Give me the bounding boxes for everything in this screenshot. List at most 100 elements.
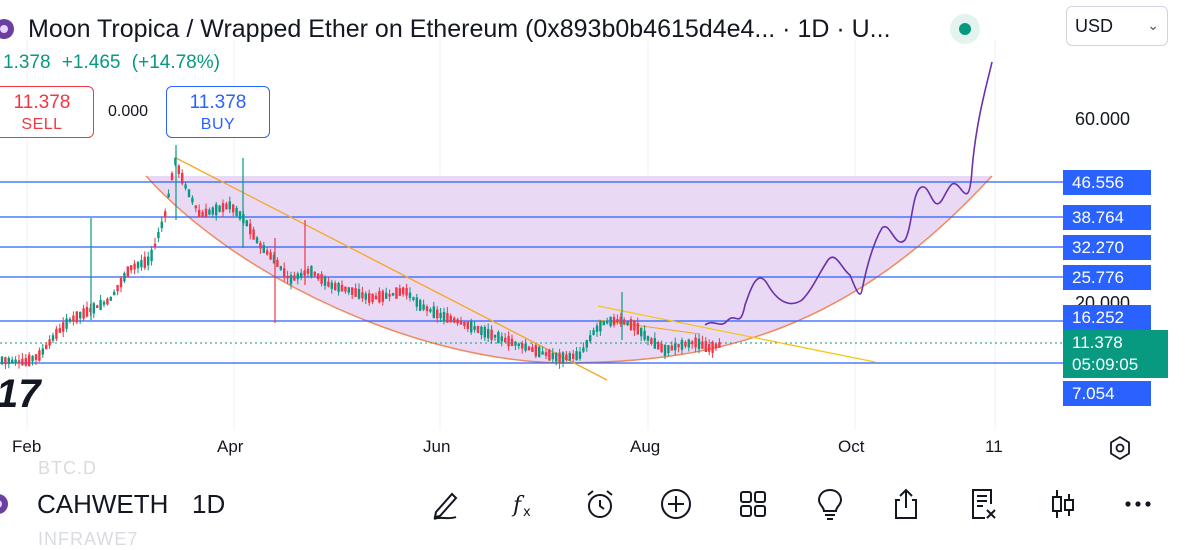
candle-body — [45, 344, 48, 350]
candle-body — [490, 329, 493, 341]
currency-value: USD — [1075, 15, 1114, 36]
candle-body — [143, 256, 146, 268]
candle-body — [28, 354, 31, 366]
layouts-icon[interactable] — [733, 484, 773, 524]
candle-body — [456, 319, 459, 324]
notes-icon[interactable] — [963, 484, 1003, 524]
candle-body — [585, 340, 588, 348]
candle-body — [463, 322, 466, 326]
ghost-symbol-above: BTC.D — [38, 458, 97, 478]
buy-label: BUY — [200, 116, 236, 133]
level-label-1[interactable]: 46.556 — [1063, 170, 1151, 195]
time-label-oct: Oct — [838, 437, 865, 456]
bar-countdown: 05:09:05 — [1072, 355, 1139, 374]
candle-body — [667, 345, 670, 354]
candle-body — [48, 339, 51, 346]
current-price: 11.378 — [1072, 333, 1123, 352]
candle-body — [337, 283, 340, 292]
candle-body — [51, 335, 55, 341]
candle-body — [500, 336, 503, 342]
sell-button[interactable]: 11.378 SELL — [0, 86, 94, 138]
candle-body — [616, 319, 619, 323]
candle-body — [419, 300, 422, 311]
candle-body — [592, 330, 595, 335]
candle-body — [38, 350, 41, 361]
candle-body — [408, 292, 412, 298]
candle-body — [623, 319, 626, 325]
candle-body — [82, 308, 85, 319]
candle-body — [677, 344, 680, 348]
candle-body — [391, 292, 395, 296]
candle-body — [201, 212, 204, 217]
candle-body — [487, 328, 490, 339]
symbol-button[interactable]: CAHWETH — [37, 489, 169, 519]
level-label-5[interactable]: 16.252 — [1063, 305, 1151, 330]
candle-body — [524, 343, 527, 351]
candle-body — [357, 289, 361, 299]
chart-settings-icon[interactable] — [1106, 434, 1134, 462]
time-label-feb: Feb — [12, 437, 42, 456]
candle-body — [595, 325, 599, 332]
candle-body — [368, 293, 371, 303]
candle-body — [405, 288, 408, 296]
candle-body — [708, 344, 711, 352]
candle-body — [572, 353, 575, 359]
candle-body — [385, 292, 388, 299]
more-icon[interactable] — [1118, 484, 1158, 524]
candle-body — [718, 342, 721, 348]
level-label-2[interactable]: 38.764 — [1063, 205, 1151, 230]
interval-button[interactable]: 1D — [192, 489, 226, 519]
time-label-apr: Apr — [217, 437, 244, 456]
candle-body — [249, 223, 252, 235]
candle-body — [340, 284, 344, 292]
candle-body — [371, 293, 374, 302]
candle-body — [374, 295, 378, 300]
candle-body — [507, 336, 510, 347]
candle-body — [62, 322, 65, 332]
candle-body — [446, 313, 449, 323]
candle-body — [534, 345, 537, 357]
candle-body — [711, 341, 714, 353]
currency-select[interactable]: USD ⌄ — [1066, 6, 1168, 46]
candle-body — [119, 278, 123, 288]
candle-body — [398, 288, 401, 296]
candle-body — [272, 255, 276, 264]
candle-body — [7, 357, 10, 365]
level-label-3[interactable]: 32.270 — [1063, 235, 1151, 260]
candle-body — [167, 193, 170, 198]
candle-body — [395, 287, 398, 299]
candle-body — [657, 342, 660, 350]
chart-type-icon[interactable] — [1043, 484, 1083, 524]
ideas-icon[interactable] — [810, 484, 850, 524]
candles — [0, 145, 721, 369]
candle-body — [582, 347, 585, 352]
level-label-4[interactable]: 25.776 — [1063, 265, 1151, 290]
candle-body — [317, 273, 320, 280]
candle-body — [619, 316, 622, 325]
candle-body — [432, 306, 435, 318]
coin-logo-icon — [0, 494, 8, 514]
candle-body — [177, 165, 180, 174]
candle-body — [170, 173, 174, 181]
candle-body — [75, 311, 78, 323]
candle-body — [599, 320, 602, 332]
level-label-6[interactable]: 7.054 — [1063, 381, 1151, 406]
draw-icon[interactable] — [426, 484, 466, 524]
alert-icon[interactable] — [580, 484, 620, 524]
time-label-jun: Jun — [423, 437, 451, 456]
candle-body — [320, 274, 323, 284]
candle-body — [351, 287, 354, 295]
candle-body — [72, 315, 75, 322]
symbol-title-bar[interactable]: Moon Tropica / Wrapped Ether on Ethereum… — [0, 12, 940, 46]
candle-body — [262, 245, 265, 254]
candle-body — [310, 265, 313, 277]
buy-button[interactable]: 11.378 BUY — [166, 86, 270, 138]
candle-body — [643, 330, 646, 340]
candle-body — [286, 275, 289, 279]
candle-body — [429, 309, 432, 312]
candle-body — [327, 281, 330, 287]
share-icon[interactable] — [886, 484, 926, 524]
add-icon[interactable] — [656, 484, 696, 524]
